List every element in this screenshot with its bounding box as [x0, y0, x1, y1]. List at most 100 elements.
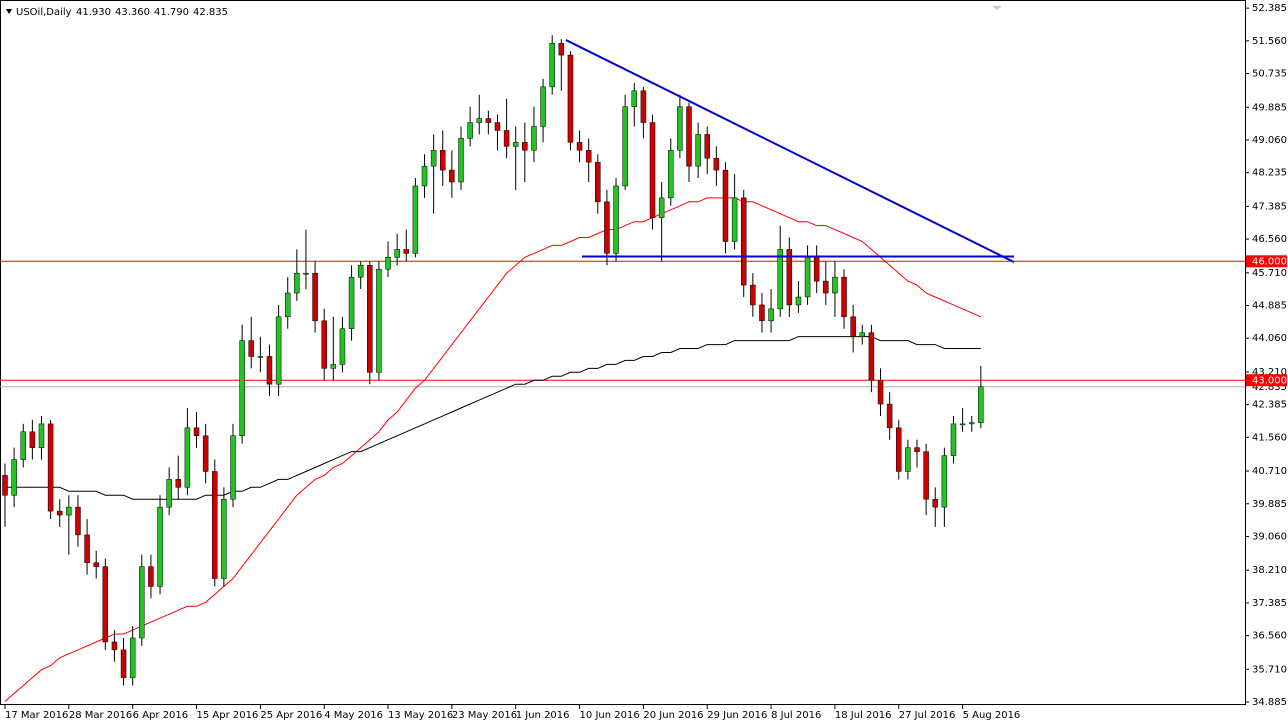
candle-body	[950, 423, 957, 456]
candle-body	[850, 316, 856, 337]
candle-body	[759, 304, 765, 322]
candle-body	[157, 506, 163, 587]
y-tick-label: 35.710	[1252, 664, 1287, 675]
candle-body	[166, 479, 172, 508]
candle-body	[56, 510, 63, 516]
y-tick-label: 45.710	[1252, 268, 1287, 279]
x-tick-label: 8 Jul 2016	[771, 710, 821, 721]
candle-body	[649, 122, 656, 218]
y-tick-label: 44.885	[1252, 301, 1287, 312]
y-tick-label: 49.060	[1252, 135, 1287, 146]
candle-body	[202, 435, 209, 472]
candle-body	[905, 447, 911, 472]
y-tick-label: 51.560	[1252, 36, 1287, 47]
candle-body	[440, 150, 446, 171]
candle-body	[66, 506, 72, 516]
y-tick-label: 50.735	[1252, 69, 1287, 80]
x-tick-label: 13 May 2016	[388, 710, 453, 721]
header-value: 42.835	[193, 7, 228, 18]
candle-body	[467, 122, 473, 139]
price-label: 43.000	[1252, 375, 1287, 386]
candle-body	[248, 340, 254, 357]
candle-body	[722, 169, 729, 242]
candle-body	[531, 126, 537, 151]
price-label-box	[1246, 255, 1287, 268]
candle-body	[731, 197, 738, 242]
y-tick-label: 48.235	[1252, 168, 1287, 179]
candle-body	[640, 90, 647, 123]
candle-body	[11, 459, 17, 496]
candle-body	[221, 498, 227, 579]
candle-body	[923, 451, 929, 500]
candle-body	[485, 118, 492, 123]
candle-body	[394, 249, 400, 258]
header-value: 43.360	[115, 7, 150, 18]
candle-body	[38, 423, 45, 448]
candle-body	[330, 364, 337, 369]
candle-body	[29, 431, 36, 448]
y-tick-label: 47.385	[1252, 201, 1287, 212]
candle-body	[631, 90, 638, 107]
candle-body	[430, 150, 437, 167]
x-tick-label: 27 Jul 2016	[899, 710, 956, 721]
x-tick-label: 28 Mar 2016	[69, 710, 132, 721]
shift-marker	[992, 6, 1002, 10]
trendline	[565, 39, 1015, 263]
candle-body	[941, 455, 948, 508]
menu-arrow[interactable]	[6, 9, 12, 14]
header-value: 41.790	[154, 7, 189, 18]
x-tick-label: 23 May 2016	[452, 710, 517, 721]
candle-body	[512, 142, 519, 147]
candle-body	[421, 165, 428, 187]
candle-body	[284, 292, 291, 318]
x-tick-label: 15 Apr 2016	[197, 710, 259, 721]
candle-body	[75, 506, 81, 536]
y-tick-label: 38.210	[1252, 565, 1287, 576]
candle-body	[978, 386, 984, 423]
header-value: 41.930	[76, 7, 111, 18]
candle-body	[932, 498, 938, 508]
candle-body	[412, 185, 419, 254]
candle-body	[47, 423, 54, 512]
x-tick-label: 25 Apr 2016	[260, 710, 322, 721]
candle-body	[357, 265, 364, 278]
candle-body	[713, 157, 720, 171]
candle-body	[695, 134, 701, 167]
y-tick-label: 39.885	[1252, 499, 1287, 510]
candle-body	[376, 268, 382, 373]
candle-body	[959, 423, 966, 426]
candle-body	[367, 265, 373, 373]
y-tick-label: 52.385	[1252, 3, 1287, 14]
moving-average	[4, 197, 982, 702]
candle-body	[813, 257, 820, 282]
candle-body	[558, 42, 565, 56]
candle-body	[339, 328, 346, 365]
price-label: 46.000	[1252, 256, 1287, 267]
candle-body	[385, 257, 391, 270]
candle-body	[704, 134, 710, 159]
candle-body	[795, 296, 802, 306]
candle-body	[677, 106, 683, 151]
candle-body	[403, 249, 410, 254]
candle-body	[257, 356, 264, 358]
candle-body	[494, 122, 501, 131]
y-tick-label: 43.210	[1252, 367, 1287, 378]
candle-body	[549, 42, 555, 88]
candle-body	[540, 86, 546, 127]
candle-body	[823, 280, 829, 294]
candle-body	[93, 562, 99, 567]
candle-body	[886, 403, 893, 429]
candle-body	[120, 649, 127, 678]
candle-body	[148, 566, 154, 587]
candle-body	[522, 142, 528, 151]
candle-body	[20, 431, 26, 460]
y-tick-label: 42.385	[1252, 400, 1287, 411]
candle-body	[576, 142, 583, 151]
candle-body	[786, 249, 793, 306]
x-tick-label: 4 May 2016	[324, 710, 383, 721]
candle-body	[84, 534, 90, 563]
candle-body	[266, 356, 273, 385]
x-tick-label: 18 Jul 2016	[835, 710, 892, 721]
candle-body	[303, 272, 309, 275]
x-tick-label: 5 Aug 2016	[963, 710, 1021, 721]
